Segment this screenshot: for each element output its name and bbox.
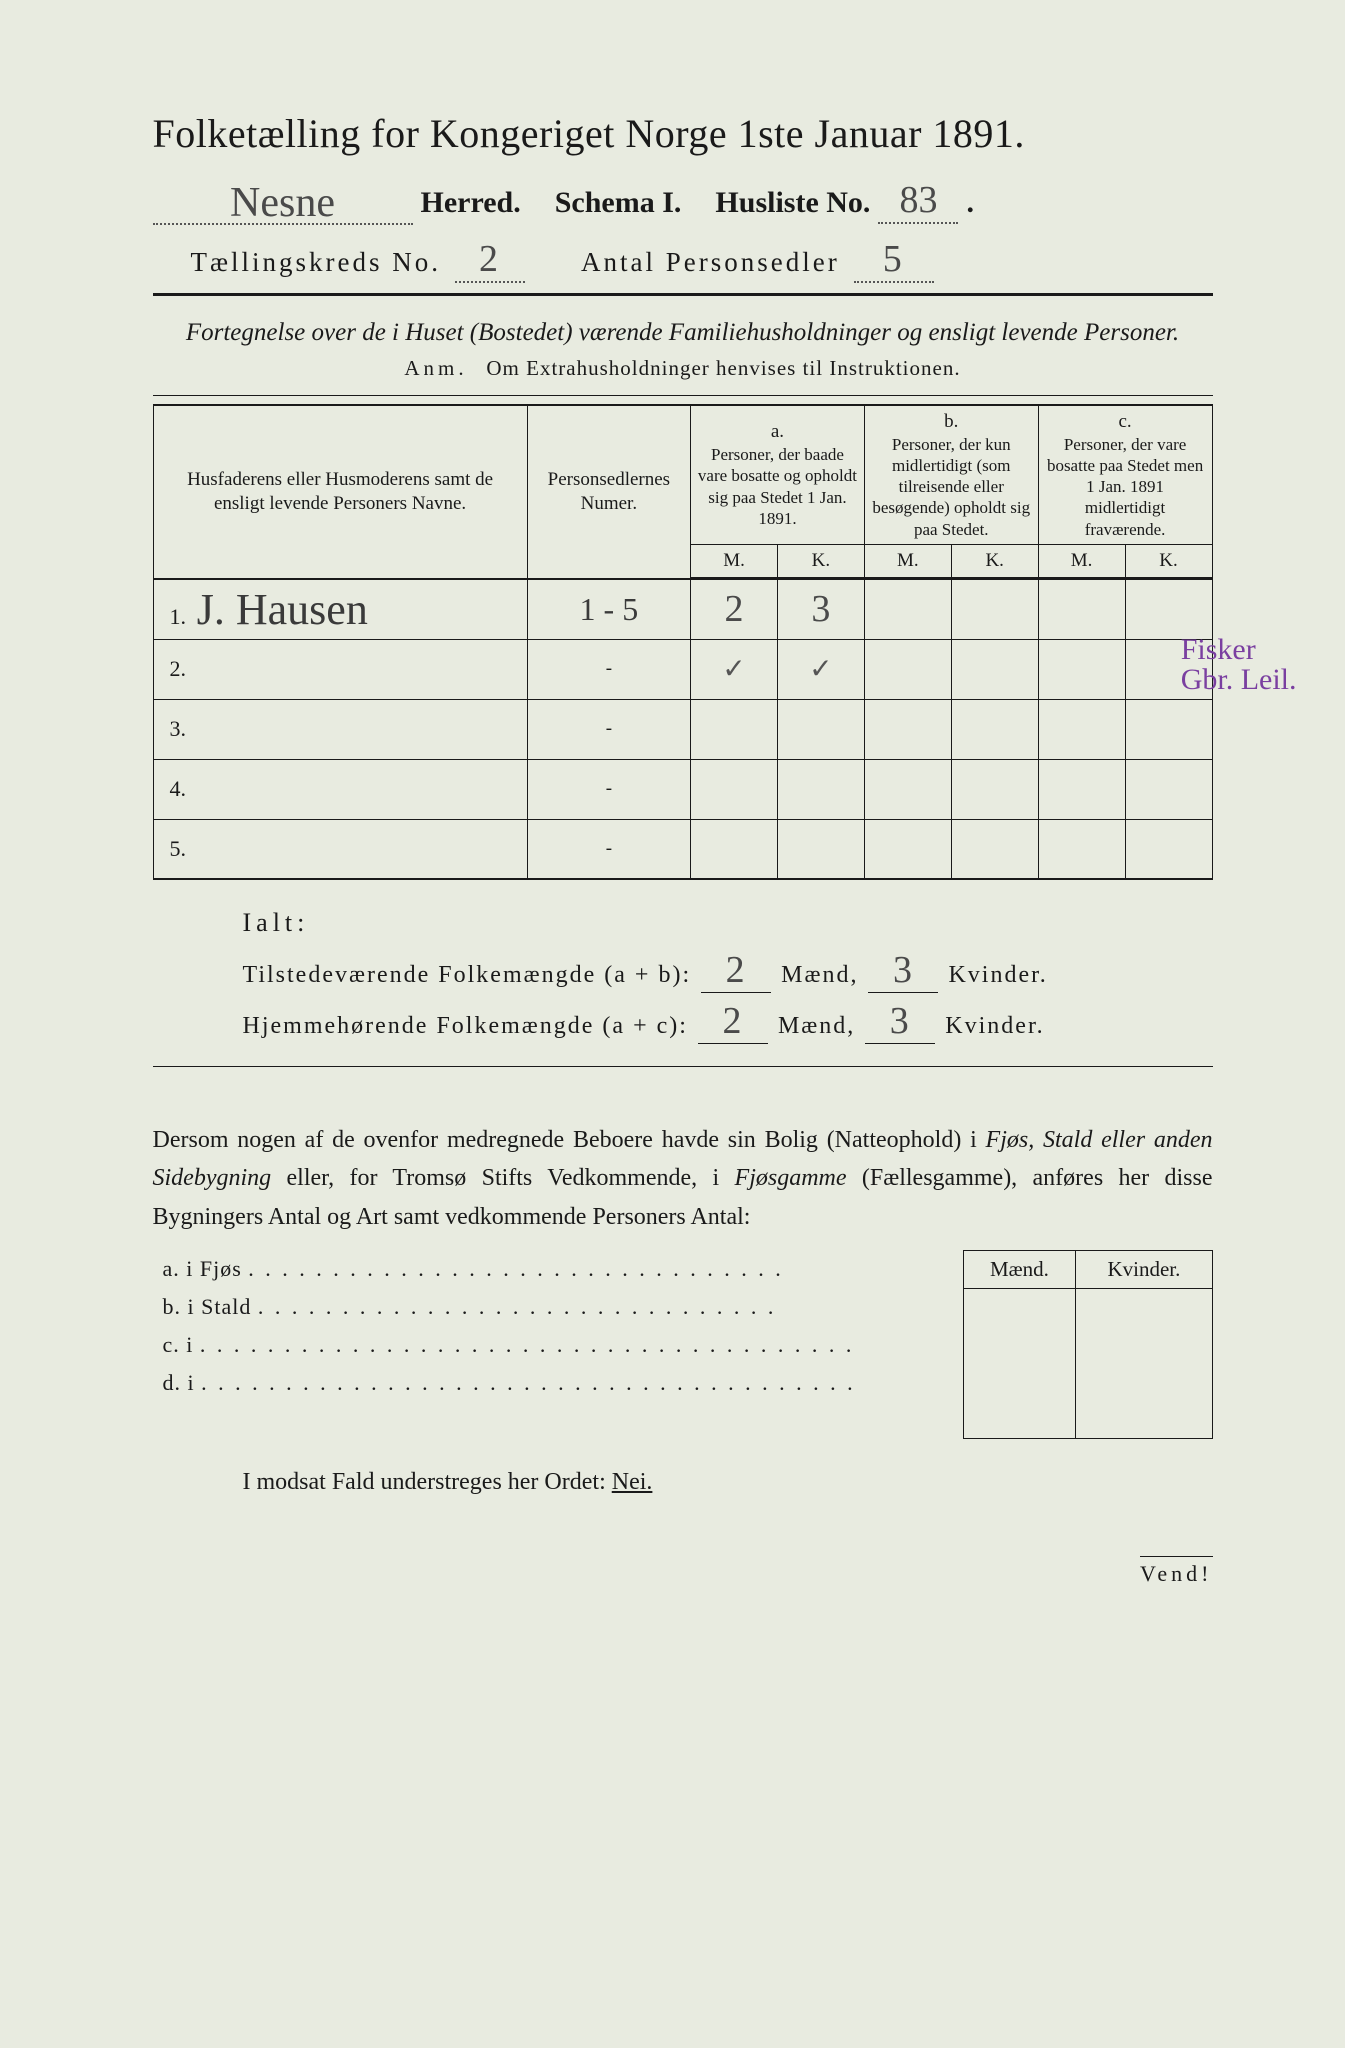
th-c-k: K.: [1125, 544, 1212, 577]
husliste-value: 83: [899, 179, 937, 221]
th-num: Personsedlernes Numer.: [527, 405, 690, 579]
opt-b: b. i Stald . . . . . . . . . . . . . . .…: [153, 1288, 963, 1326]
mk-maend: Mænd.: [963, 1251, 1076, 1289]
cell-b-m: [864, 579, 951, 640]
anm-prefix: Anm.: [404, 356, 467, 380]
schema-label: Schema I.: [555, 186, 682, 220]
margin-annotation: Fisker Gbr. Leil.: [1181, 635, 1297, 695]
dersom-paragraph: Dersom nogen af de ovenfor medregnede Be…: [153, 1121, 1213, 1236]
cell-a-m: 2: [691, 579, 778, 640]
mk-table: Mænd. Kvinder.: [963, 1250, 1213, 1439]
mk-kvinder: Kvinder.: [1076, 1251, 1212, 1289]
herred-label: Herred.: [421, 186, 521, 220]
anm-line: Anm. Om Extrahusholdninger henvises til …: [153, 356, 1213, 381]
row-name: J. Hausen: [191, 585, 368, 634]
herred-value: Nesne: [230, 179, 335, 227]
ialt-label: Ialt:: [243, 908, 1213, 938]
cell-c-m: [1038, 579, 1125, 640]
table-row: 4. -: [153, 759, 1212, 819]
modsat-line: I modsat Fald understreges her Ordet: Ne…: [243, 1469, 1213, 1496]
census-form-page: Folketælling for Kongeriget Norge 1ste J…: [43, 40, 1303, 1657]
cell-b-k: [951, 579, 1038, 640]
th-b-m: M.: [864, 544, 951, 577]
header-line-3: Tællingskreds No. 2 Antal Personsedler 5: [153, 237, 1213, 283]
totals-block: Ialt: Tilstedeværende Folkemængde (a + b…: [243, 908, 1213, 1044]
table-row: 1. J. Hausen 1 - 5 2 3: [153, 579, 1212, 640]
th-c: c. Personer, der vare bosatte paa Stedet…: [1038, 405, 1212, 545]
cell-c-k: [1125, 579, 1212, 640]
table-row: 3. -: [153, 699, 1212, 759]
antal-label: Antal Personsedler: [581, 247, 840, 278]
rule: [153, 293, 1213, 296]
fortegnelse-heading: Fortegnelse over de i Huset (Bostedet) v…: [153, 316, 1213, 350]
table-row: 5. -: [153, 819, 1212, 879]
row-cell: 1. J. Hausen: [153, 579, 527, 640]
building-options-block: a. i Fjøs . . . . . . . . . . . . . . . …: [153, 1250, 1213, 1439]
th-a: a. Personer, der baade vare bosatte og o…: [691, 405, 865, 545]
rule: [153, 1066, 1213, 1067]
table-row: 2. - ✓ ✓: [153, 639, 1212, 699]
opt-d: d. i . . . . . . . . . . . . . . . . . .…: [153, 1364, 963, 1402]
husliste-field: 83: [878, 178, 958, 224]
cell-a-k: 3: [777, 579, 864, 640]
title-text: Folketælling for Kongeriget Norge 1ste J…: [153, 111, 1025, 156]
page-title: Folketælling for Kongeriget Norge 1ste J…: [153, 110, 1213, 157]
ialt-row-2: Hjemmehørende Folkemængde (a + c): 2 Mæn…: [243, 999, 1213, 1044]
header-line-2: Nesne Herred. Schema I. Husliste No. 83 …: [153, 175, 1213, 225]
herred-field: Nesne: [153, 175, 413, 225]
opt-c: c. i . . . . . . . . . . . . . . . . . .…: [153, 1326, 963, 1364]
kreds-value: 2: [479, 238, 501, 280]
th-b-k: K.: [951, 544, 1038, 577]
tick-cell: ✓: [691, 639, 778, 699]
anm-text: Om Extrahusholdninger henvises til Instr…: [486, 356, 960, 380]
th-a-m: M.: [691, 544, 778, 577]
opt-a: a. i Fjøs . . . . . . . . . . . . . . . …: [153, 1250, 963, 1288]
antal-value: 5: [883, 238, 905, 280]
th-name: Husfaderens eller Husmoderens samt de en…: [153, 405, 527, 579]
nei: Nei.: [612, 1469, 653, 1495]
kreds-label: Tællingskreds No.: [191, 247, 442, 278]
th-a-k: K.: [777, 544, 864, 577]
vend-label: Vend!: [1140, 1556, 1213, 1587]
antal-field: 5: [854, 237, 934, 283]
row-num: 1 - 5: [527, 579, 690, 640]
ialt-row-1: Tilstedeværende Folkemængde (a + b): 2 M…: [243, 948, 1213, 993]
kreds-field: 2: [455, 237, 525, 283]
th-b: b. Personer, der kun midlertidigt (som t…: [864, 405, 1038, 545]
th-c-m: M.: [1038, 544, 1125, 577]
husliste-label: Husliste No.: [715, 186, 870, 220]
household-table: Husfaderens eller Husmoderens samt de en…: [153, 404, 1213, 880]
tick-cell: ✓: [777, 639, 864, 699]
rule: [153, 395, 1213, 396]
